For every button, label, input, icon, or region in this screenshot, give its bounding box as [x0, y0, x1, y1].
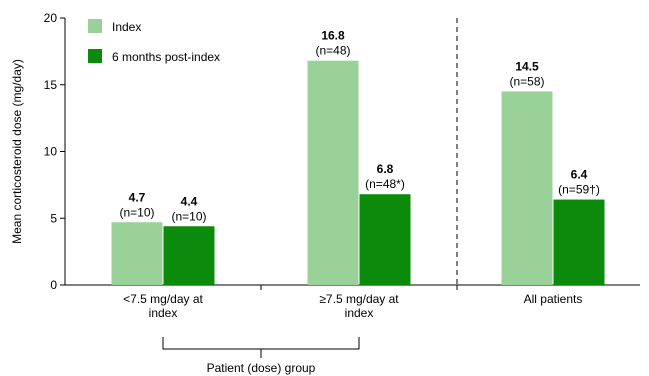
- x-category-label-line: ≥7.5 mg/day at: [319, 292, 399, 306]
- bar-value-label: 6.8: [377, 162, 394, 176]
- y-tick-label: 0: [50, 278, 57, 292]
- group-bracket: [162, 337, 360, 350]
- legend-label: 6 months post-index: [112, 50, 220, 64]
- legend: Index 6 months post-index: [88, 19, 220, 64]
- x-category-label: All patients: [524, 292, 583, 306]
- bar-value-label: 6.4: [571, 168, 588, 182]
- bar-post-index-2: [553, 199, 605, 285]
- bar-n-label: (n=48*): [365, 177, 405, 191]
- bar-n-label: (n=10): [171, 209, 206, 223]
- bar-value-label: 16.8: [321, 29, 345, 43]
- bar-value-label: 4.7: [129, 190, 146, 204]
- legend-swatch: [88, 49, 102, 63]
- x-category-label-line: <7.5 mg/day at: [123, 292, 203, 306]
- y-axis-label: Mean corticosteroid dose (mg/day): [10, 59, 24, 244]
- bars: [111, 60, 605, 285]
- x-category-label-line: index: [345, 306, 374, 320]
- x-axis-label: Patient (dose) group: [207, 361, 316, 375]
- data-labels: 4.7(n=10)16.8(n=48)14.5(n=58)4.4(n=10)6.…: [119, 29, 599, 224]
- y-tick-label: 5: [50, 211, 57, 225]
- bar-n-label: (n=58): [509, 74, 544, 88]
- legend-swatch: [88, 19, 102, 33]
- x-category-label: ≥7.5 mg/day at index: [319, 292, 399, 320]
- legend-label: Index: [112, 20, 141, 34]
- bar-post-index-0: [163, 226, 215, 285]
- bar-post-index-1: [359, 194, 411, 285]
- y-tick-label: 15: [44, 78, 58, 92]
- x-category-label: <7.5 mg/day at index: [123, 292, 203, 320]
- bar-value-label: 14.5: [515, 59, 539, 73]
- y-tick-label: 20: [44, 11, 58, 25]
- bar-value-label: 4.4: [181, 194, 198, 208]
- bar-index-0: [111, 222, 163, 285]
- bar-n-label: (n=48): [315, 44, 350, 58]
- x-category-label-line: index: [149, 306, 178, 320]
- axes: 0 5 10 15 20 Mean corticosteroid dose (mg/day…: [10, 11, 640, 375]
- bar-n-label: (n=59†): [558, 183, 600, 197]
- bar-n-label: (n=10): [119, 205, 154, 219]
- y-tick-label: 10: [44, 145, 58, 159]
- bar-index-1: [307, 60, 359, 285]
- bar-index-2: [501, 91, 553, 285]
- x-category-label-line: All patients: [524, 292, 583, 306]
